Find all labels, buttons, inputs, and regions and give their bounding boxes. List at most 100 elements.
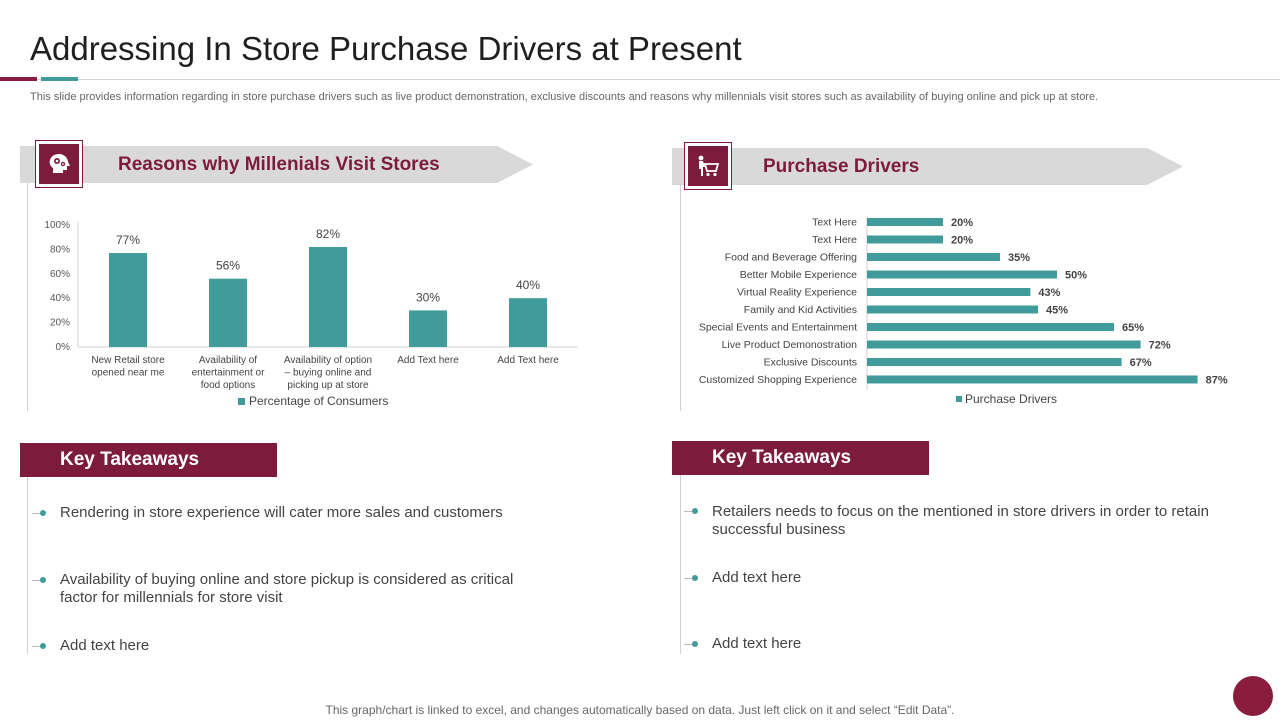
bullet-connector [684, 511, 696, 512]
bar [109, 253, 147, 347]
y-tick-label: 20% [50, 318, 70, 329]
data-label: 77% [116, 233, 140, 247]
x-tick-label: – buying online and [285, 368, 372, 379]
page-title: Addressing In Store Purchase Drivers at … [30, 30, 742, 67]
category-label: Food and Beverage Offering [725, 252, 857, 264]
data-label: 65% [1122, 322, 1144, 334]
bullet-dot [40, 577, 46, 583]
category-label: Text Here [812, 234, 857, 246]
bar [309, 246, 347, 347]
bullet-dot [692, 641, 698, 647]
y-tick-label: 40% [50, 293, 70, 304]
data-label: 82% [316, 227, 340, 241]
left-heading: Reasons why Millenials Visit Stores [118, 154, 440, 175]
left-takeaway-1: Rendering in store experience will cater… [60, 504, 503, 521]
right-takeaway-1: Retailers needs to focus on the mentione… [712, 503, 1209, 538]
y-tick-label: 100% [44, 220, 70, 231]
left-takeaway-3: Add text here [60, 637, 150, 654]
x-tick-label: Availability of option [284, 355, 372, 366]
consumers-bar-chart: 0% 20% 40% 60% 80% 100% 77% New Retail store ope… [44, 220, 578, 408]
purchase-drivers-bar-chart: Text Here 20% Text Here 20% Food and Beverag… [699, 216, 1228, 406]
category-label: Virtual Reality Experience [737, 287, 857, 299]
data-label: 50% [1065, 270, 1087, 282]
x-tick-label: Add Text here [497, 355, 559, 366]
y-tick-label: 60% [50, 269, 70, 280]
bar [867, 323, 1114, 331]
y-tick-label: 80% [50, 244, 70, 255]
x-tick-label: picking up at store [287, 380, 369, 391]
legend-swatch [956, 396, 962, 402]
accent-bar-red [0, 77, 37, 81]
right-key-takeaways-header: Key Takeaways [672, 441, 929, 475]
bullet-connector [32, 580, 44, 581]
category-label: Text Here [812, 217, 857, 229]
bar [867, 253, 1000, 261]
left-takeaway-guide [27, 476, 28, 654]
accent-bar-teal [41, 77, 78, 81]
data-label: 35% [1008, 252, 1030, 264]
gear-head-icon [39, 144, 79, 184]
right-heading: Purchase Drivers [763, 156, 920, 177]
data-label: 45% [1046, 305, 1068, 317]
category-label: Better Mobile Experience [740, 269, 857, 281]
bar [867, 235, 943, 244]
bar [867, 340, 1141, 349]
left-heading-banner [20, 146, 533, 183]
left-icon-frame [35, 140, 83, 188]
bullet-dot [692, 508, 698, 514]
bullet-dot [692, 575, 698, 581]
data-label: 56% [216, 259, 240, 273]
title-divider [0, 79, 1280, 80]
bar [509, 298, 547, 347]
footer-note: This graph/chart is linked to excel, and… [325, 703, 955, 717]
data-label: 30% [416, 290, 440, 304]
right-takeaway-guide [680, 474, 681, 654]
decorative-circle [1233, 676, 1273, 716]
right-takeaway-2: Add text here [712, 569, 802, 586]
data-label: 87% [1206, 375, 1228, 387]
page-subtitle: This slide provides information regardin… [30, 91, 1099, 103]
category-label: Family and Kid Activities [744, 304, 857, 316]
left-key-takeaways-header: Key Takeaways [20, 443, 277, 477]
right-heading-banner [672, 148, 1183, 185]
category-label: Live Product Demonostration [722, 339, 858, 351]
x-tick-label: food options [201, 380, 256, 391]
right-chart-guide [680, 185, 681, 411]
bar [867, 218, 943, 226]
left-chart-guide [27, 183, 28, 411]
bar [867, 305, 1038, 314]
left-takeaway-2: Availability of buying online and store … [60, 571, 514, 606]
category-label: Customized Shopping Experience [699, 374, 857, 386]
bar [867, 288, 1031, 296]
x-tick-label: opened near me [92, 368, 165, 379]
x-tick-label: Add Text here [397, 355, 459, 366]
category-label: Special Events and Entertainment [699, 322, 857, 334]
legend-label: Percentage of Consumers [249, 394, 388, 408]
bullet-dot [40, 510, 46, 516]
bullet-connector [32, 646, 44, 647]
y-tick-label: 0% [56, 342, 71, 353]
bar [867, 375, 1198, 384]
bullet-connector [684, 578, 696, 579]
data-label: 43% [1038, 287, 1060, 299]
right-takeaway-3: Add text here [712, 635, 802, 652]
right-icon-frame [684, 142, 732, 190]
bullet-connector [32, 513, 44, 514]
bullet-connector [684, 644, 696, 645]
x-tick-label: Availability of [199, 355, 257, 366]
bullet-dot [40, 643, 46, 649]
data-label: 72% [1149, 340, 1171, 352]
x-tick-label: New Retail store [91, 355, 165, 366]
bar [409, 310, 447, 347]
category-label: Exclusive Discounts [764, 357, 857, 369]
data-label: 20% [951, 217, 973, 229]
bar [867, 270, 1057, 279]
shopping-cart-person-icon [688, 146, 728, 186]
legend-swatch [238, 398, 245, 405]
x-tick-label: entertainment or [192, 368, 265, 379]
data-label: 20% [951, 235, 973, 247]
data-label: 67% [1130, 357, 1152, 369]
legend-label: Purchase Drivers [965, 392, 1057, 406]
bar [867, 358, 1122, 366]
bar [209, 278, 247, 347]
